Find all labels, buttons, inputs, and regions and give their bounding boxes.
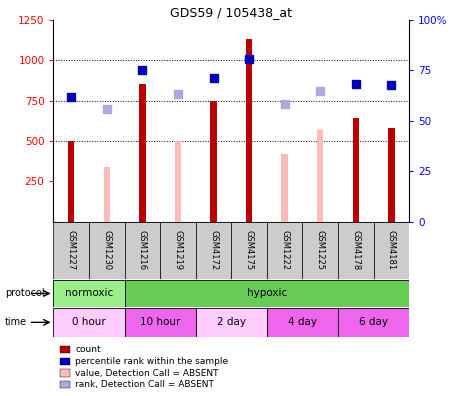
Text: hypoxic: hypoxic (247, 288, 287, 299)
Text: GSM1219: GSM1219 (173, 230, 182, 270)
Bar (267, 308, 338, 337)
Bar (196, 222, 232, 279)
Bar (125, 222, 160, 279)
Bar (160, 222, 196, 279)
Text: protocol: protocol (5, 288, 44, 299)
Bar (338, 222, 374, 279)
Text: 0 hour: 0 hour (72, 317, 106, 327)
Bar (246, 39, 252, 222)
Text: GSM1230: GSM1230 (102, 230, 111, 270)
Title: GDS59 / 105438_at: GDS59 / 105438_at (170, 6, 292, 19)
Text: count: count (75, 345, 101, 354)
Bar (267, 222, 302, 279)
Text: GSM4175: GSM4175 (245, 230, 253, 270)
Text: normoxic: normoxic (65, 288, 113, 299)
Text: GSM1222: GSM1222 (280, 230, 289, 270)
Bar (338, 308, 409, 337)
Text: 4 day: 4 day (288, 317, 317, 327)
Bar (89, 222, 125, 279)
Text: 2 day: 2 day (217, 317, 246, 327)
Bar (388, 128, 395, 222)
Text: percentile rank within the sample: percentile rank within the sample (75, 357, 228, 366)
Text: GSM1216: GSM1216 (138, 230, 147, 270)
Bar (53, 280, 125, 307)
Bar (374, 222, 409, 279)
Bar (196, 308, 267, 337)
Bar (210, 101, 217, 222)
Bar (139, 84, 146, 222)
Text: GSM1225: GSM1225 (316, 230, 325, 270)
Text: 10 hour: 10 hour (140, 317, 180, 327)
Bar (281, 154, 288, 222)
Bar (303, 222, 338, 279)
Text: value, Detection Call = ABSENT: value, Detection Call = ABSENT (75, 369, 219, 377)
Bar (68, 141, 74, 222)
Bar (175, 141, 181, 222)
Text: GSM4172: GSM4172 (209, 230, 218, 270)
Bar (53, 222, 89, 279)
Bar (125, 308, 196, 337)
Bar (53, 308, 125, 337)
Bar (232, 222, 267, 279)
Bar (125, 280, 409, 307)
Bar (317, 130, 324, 222)
Text: GSM4178: GSM4178 (352, 230, 360, 270)
Text: GSM4181: GSM4181 (387, 230, 396, 270)
Text: rank, Detection Call = ABSENT: rank, Detection Call = ABSENT (75, 381, 214, 389)
Text: GSM1227: GSM1227 (67, 230, 76, 270)
Text: 6 day: 6 day (359, 317, 388, 327)
Bar (104, 167, 110, 222)
Bar (352, 118, 359, 222)
Text: time: time (5, 317, 27, 327)
